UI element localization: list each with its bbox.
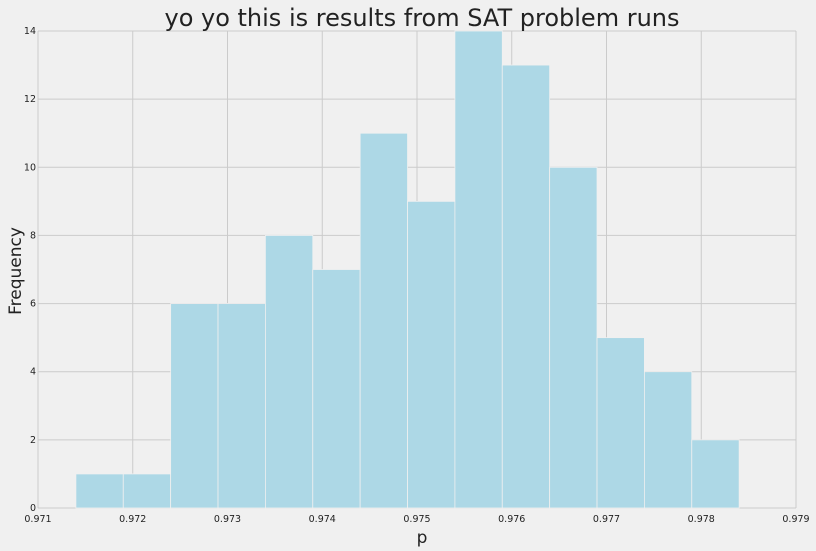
y-tick-label: 4 bbox=[30, 367, 36, 378]
histogram-bar bbox=[312, 269, 361, 509]
x-tick-label: 0.974 bbox=[309, 514, 336, 525]
bars-layer bbox=[75, 30, 740, 509]
histogram-bar bbox=[359, 132, 408, 509]
histogram-bar bbox=[549, 166, 598, 509]
x-tick-label: 0.975 bbox=[403, 514, 430, 525]
histogram-bar bbox=[217, 303, 266, 509]
chart-title: yo yo this is results from SAT problem r… bbox=[164, 4, 679, 32]
x-tick-label: 0.972 bbox=[119, 514, 146, 525]
y-tick-label: 10 bbox=[24, 162, 36, 173]
histogram-bar bbox=[596, 337, 645, 509]
x-tick-label: 0.977 bbox=[593, 514, 620, 525]
y-axis-ticks: 0 2 4 6 8 10 12 14 bbox=[24, 26, 36, 514]
histogram-bar bbox=[691, 439, 740, 509]
histogram-bar bbox=[122, 473, 172, 509]
y-tick-label: 6 bbox=[30, 299, 36, 310]
x-axis-ticks: 0.971 0.972 0.973 0.974 0.975 0.976 0.977 0.978… bbox=[24, 514, 809, 525]
histogram-bar bbox=[75, 473, 124, 509]
x-tick-label: 0.978 bbox=[688, 514, 715, 525]
x-tick-label: 0.971 bbox=[24, 514, 51, 525]
histogram-bar bbox=[644, 371, 693, 509]
y-tick-label: 0 bbox=[30, 503, 36, 514]
x-axis-label: p bbox=[417, 528, 428, 548]
y-tick-label: 14 bbox=[24, 26, 36, 37]
histogram-bar bbox=[454, 30, 503, 509]
x-tick-label: 0.976 bbox=[498, 514, 525, 525]
histogram-bar bbox=[407, 200, 456, 509]
x-tick-label: 0.973 bbox=[214, 514, 241, 525]
y-tick-label: 12 bbox=[24, 94, 36, 105]
histogram-bar bbox=[501, 64, 551, 509]
y-tick-label: 2 bbox=[30, 435, 36, 446]
x-tick-label: 0.979 bbox=[782, 514, 809, 525]
y-tick-label: 8 bbox=[30, 230, 36, 241]
y-axis-label: Frequency bbox=[6, 227, 26, 315]
histogram-bar bbox=[264, 235, 314, 509]
histogram-bar bbox=[170, 303, 219, 509]
